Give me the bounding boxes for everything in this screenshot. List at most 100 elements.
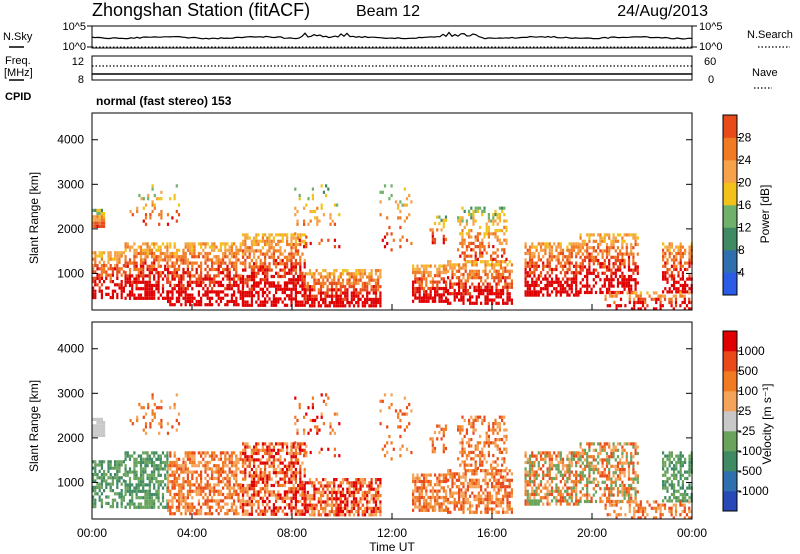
power-cell bbox=[634, 236, 637, 240]
velocity-cell bbox=[206, 502, 209, 506]
velocity-cell bbox=[96, 485, 99, 489]
velocity-cell bbox=[167, 499, 170, 503]
power-cell bbox=[175, 219, 178, 223]
velocity-cell bbox=[94, 489, 97, 493]
velocity-cell bbox=[200, 505, 203, 509]
power-cell bbox=[335, 281, 338, 285]
power-cell bbox=[623, 265, 626, 269]
power-cell bbox=[608, 249, 611, 253]
power-cell bbox=[370, 272, 373, 276]
velocity-cell bbox=[98, 463, 101, 467]
velocity-cell bbox=[477, 491, 480, 495]
power-cell bbox=[142, 251, 145, 256]
power-cell bbox=[261, 252, 264, 256]
power-cell bbox=[492, 216, 495, 220]
power-cell bbox=[681, 251, 684, 256]
power-cell bbox=[137, 287, 140, 291]
velocity-cell bbox=[442, 486, 445, 490]
power-cell bbox=[92, 292, 95, 296]
velocity-cell bbox=[206, 467, 209, 471]
power-cell bbox=[292, 255, 295, 259]
power-cell bbox=[315, 281, 318, 285]
power-cell bbox=[590, 252, 593, 256]
power-cell bbox=[498, 241, 501, 245]
power-cell bbox=[339, 294, 342, 298]
power-cell bbox=[466, 292, 469, 296]
power-cell bbox=[261, 294, 264, 298]
power-cell bbox=[427, 286, 430, 291]
velocity-cell bbox=[491, 485, 494, 489]
velocity-cell bbox=[253, 461, 256, 465]
power-cell bbox=[222, 261, 225, 265]
velocity-cell bbox=[303, 467, 306, 472]
velocity-cell bbox=[399, 409, 402, 413]
power-cell bbox=[328, 281, 331, 285]
power-cell bbox=[608, 278, 611, 282]
power-cell bbox=[495, 263, 498, 267]
power-cell bbox=[488, 288, 491, 293]
power-cell bbox=[368, 278, 371, 282]
velocity-cell bbox=[272, 448, 275, 452]
power-cell bbox=[491, 285, 494, 289]
power-cell bbox=[98, 267, 101, 271]
velocity-cell bbox=[131, 496, 134, 500]
velocity-cell bbox=[455, 501, 458, 505]
power-cell bbox=[292, 236, 295, 240]
power-cell bbox=[148, 293, 151, 297]
velocity-cell bbox=[333, 484, 336, 488]
power-cell bbox=[171, 264, 174, 268]
power-cell bbox=[146, 245, 149, 249]
velocity-cell bbox=[303, 474, 306, 478]
power-cell bbox=[213, 245, 216, 249]
velocity-cell bbox=[477, 504, 480, 508]
velocity-cell bbox=[253, 490, 256, 494]
power-cell bbox=[257, 297, 260, 301]
velocity-cell bbox=[277, 480, 280, 484]
power-cell bbox=[257, 249, 260, 253]
power-cell bbox=[277, 239, 280, 243]
velocity-cell bbox=[352, 490, 356, 494]
power-cell bbox=[268, 265, 271, 269]
power-cell bbox=[496, 235, 499, 239]
power-cell bbox=[652, 307, 656, 311]
velocity-cell bbox=[275, 499, 278, 504]
velocity-cell bbox=[139, 480, 143, 484]
velocity-cell bbox=[341, 513, 345, 517]
power-cell bbox=[359, 278, 362, 282]
power-cell bbox=[568, 242, 571, 246]
power-cell bbox=[379, 213, 382, 217]
velocity-cell bbox=[341, 478, 345, 482]
velocity-cell bbox=[182, 496, 185, 500]
power-cell bbox=[461, 216, 464, 220]
power-cell bbox=[344, 285, 347, 289]
velocity-cell bbox=[455, 478, 458, 482]
power-cell bbox=[666, 277, 669, 281]
velocity-cell bbox=[257, 506, 260, 510]
velocity-cell bbox=[213, 457, 216, 461]
power-cell bbox=[510, 301, 513, 305]
velocity-cell bbox=[429, 499, 432, 503]
velocity-cell bbox=[480, 494, 483, 498]
power-cell bbox=[191, 245, 194, 249]
velocity-cell bbox=[213, 470, 216, 474]
power-cell bbox=[94, 224, 97, 228]
velocity-cell bbox=[135, 460, 138, 465]
velocity-cell bbox=[202, 486, 205, 490]
velocity-cell bbox=[359, 487, 362, 491]
velocity-cell bbox=[226, 476, 229, 481]
velocity-cell bbox=[226, 457, 229, 461]
power-cell bbox=[346, 278, 349, 282]
power-cell bbox=[431, 231, 434, 235]
power-cell bbox=[634, 242, 637, 247]
velocity-cell bbox=[235, 508, 238, 513]
velocity-cell bbox=[420, 479, 423, 484]
velocity-cell bbox=[328, 503, 331, 507]
power-cell bbox=[641, 304, 645, 308]
velocity-cell bbox=[206, 480, 209, 484]
power-cell bbox=[586, 278, 589, 282]
power-cell bbox=[575, 255, 578, 259]
velocity-cell bbox=[146, 454, 149, 458]
velocity-cell bbox=[169, 454, 172, 458]
velocity-cell bbox=[264, 471, 267, 475]
power-cell bbox=[594, 268, 598, 272]
